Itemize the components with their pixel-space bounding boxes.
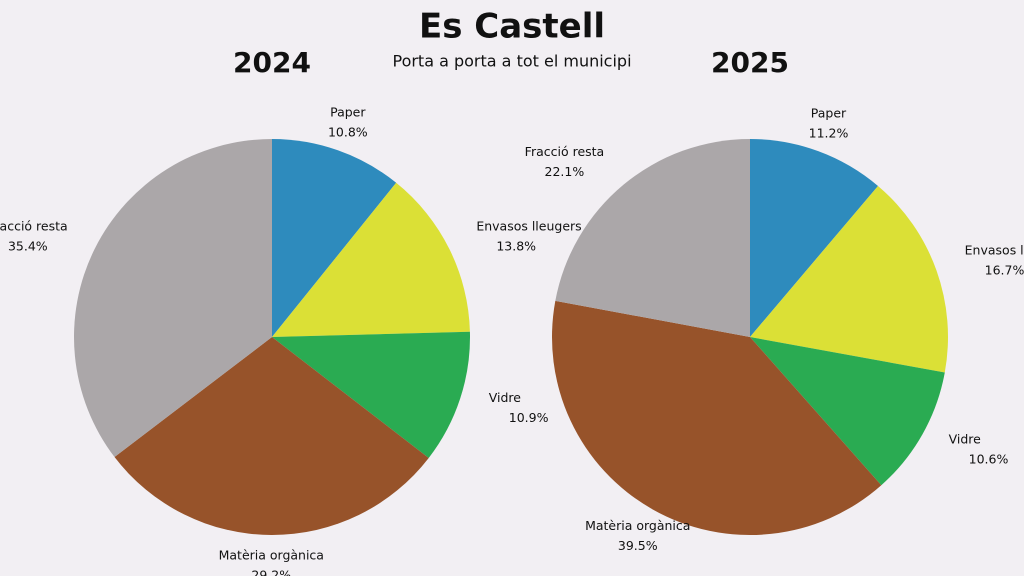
slice-label: Fracció resta bbox=[0, 218, 68, 233]
pie-slice bbox=[750, 337, 945, 486]
slice-label: Envasos lleugers bbox=[965, 243, 1024, 258]
slice-value-label: 22.1% bbox=[545, 164, 585, 179]
slice-value-label: 29.2% bbox=[251, 567, 291, 576]
pie-title: 2024 bbox=[233, 46, 311, 79]
pie-slice bbox=[750, 139, 879, 337]
slice-label: Envasos lleugers bbox=[476, 218, 581, 233]
chart-subtitle: Porta a porta a tot el municipi bbox=[392, 52, 631, 71]
pie-title: 2025 bbox=[711, 46, 789, 79]
slice-label: Fracció resta bbox=[525, 144, 605, 159]
slice-value-label: 10.6% bbox=[969, 451, 1009, 466]
slice-value-label: 13.8% bbox=[496, 238, 536, 253]
slice-value-label: 10.8% bbox=[328, 124, 368, 139]
pie-slice bbox=[272, 139, 397, 337]
slice-value-label: 39.5% bbox=[618, 538, 658, 553]
slice-value-label: 11.2% bbox=[809, 125, 849, 140]
pie-slice bbox=[272, 331, 471, 459]
chart-title: Es Castell bbox=[419, 7, 605, 47]
pie-slice bbox=[750, 185, 948, 373]
slice-label: Paper bbox=[811, 105, 847, 120]
pie-slice bbox=[555, 139, 750, 337]
slice-value-label: 35.4% bbox=[8, 238, 48, 253]
slice-label: Vidre bbox=[489, 390, 522, 405]
slice-value-label: 10.9% bbox=[509, 410, 549, 425]
slice-label: Matèria orgànica bbox=[585, 518, 690, 533]
slice-label: Vidre bbox=[949, 431, 982, 446]
pie-slice bbox=[114, 337, 429, 535]
pie-slice bbox=[74, 139, 272, 458]
slice-label: Matèria orgànica bbox=[219, 547, 324, 562]
slice-label: Paper bbox=[330, 104, 366, 119]
slice-value-label: 16.7% bbox=[985, 263, 1024, 278]
pie-slice bbox=[552, 300, 882, 535]
pie-slice bbox=[272, 182, 470, 337]
